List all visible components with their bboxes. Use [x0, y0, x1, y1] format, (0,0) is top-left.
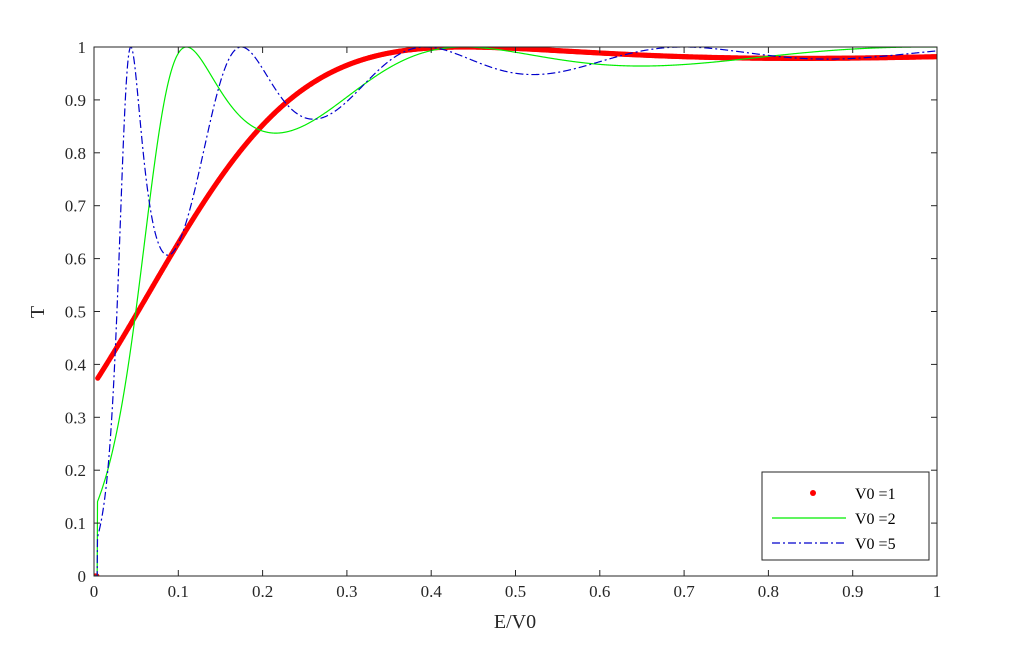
y-tick-label: 0.6 — [65, 250, 86, 269]
x-tick-label: 0.7 — [673, 582, 695, 601]
x-tick-label: 0.5 — [505, 582, 526, 601]
y-tick-label: 0.4 — [65, 355, 87, 374]
x-tick-label: 1 — [933, 582, 942, 601]
y-tick-label: 0.9 — [65, 91, 86, 110]
x-tick-label: 0 — [90, 582, 99, 601]
y-tick-label: 0.8 — [65, 144, 86, 163]
x-axis-title: E/V0 — [494, 611, 536, 633]
x-tick-label: 0.8 — [758, 582, 779, 601]
legend-box — [761, 471, 930, 561]
y-tick-label: 0.1 — [65, 514, 86, 533]
x-tick-label: 0.4 — [421, 582, 443, 601]
legend-label-v0-5: V0 =5 — [855, 536, 896, 553]
x-tick-label: 0.1 — [168, 582, 189, 601]
series-3 — [94, 47, 937, 576]
y-tick-label: 0 — [78, 567, 87, 586]
x-tick-label: 0.2 — [252, 582, 273, 601]
y-tick-label: 0.3 — [65, 408, 86, 427]
y-tick-label: 0.5 — [65, 303, 86, 322]
x-tick-label: 0.6 — [589, 582, 610, 601]
y-tick-label: 1 — [78, 38, 87, 57]
x-tick-label: 0.3 — [336, 582, 357, 601]
y-axis-title: T — [27, 306, 49, 318]
legend-label-v0-2: V0 =2 — [855, 511, 896, 528]
legend: V0 =1 V0 =2 V0 =5 — [761, 471, 930, 561]
series-1 — [94, 47, 937, 576]
data-point — [934, 54, 937, 60]
y-tick-label: 0.7 — [65, 197, 87, 216]
ticks-layer: 0 0.1 0.2 0.3 0.4 0.5 0.6 0.7 0.8 0.9 1 0 0.1 0.2 0.3 0… — [65, 38, 942, 601]
series-line — [94, 47, 937, 576]
legend-label-v0-1: V0 =1 — [855, 486, 896, 503]
legend-marker-v0-1 — [810, 490, 816, 496]
x-tick-label: 0.9 — [842, 582, 863, 601]
y-tick-label: 0.2 — [65, 461, 86, 480]
